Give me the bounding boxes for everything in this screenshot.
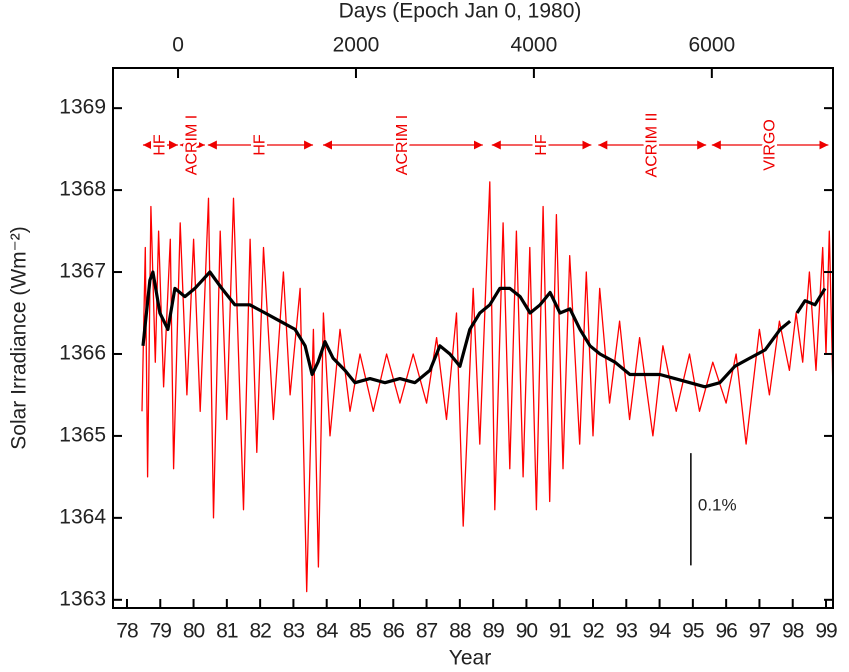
y-tick-label: 1368 (59, 178, 106, 201)
y-tick-label: 1369 (59, 96, 106, 119)
x2-tick-label: 6000 (688, 34, 735, 57)
x-tick-label: 92 (582, 620, 604, 643)
segment-label: ACRIM II (643, 113, 660, 178)
y-tick-label: 1366 (59, 342, 106, 365)
y-tick-label: 1367 (59, 260, 106, 283)
x-tick-label: 81 (216, 620, 238, 643)
x-tick-label: 98 (782, 620, 804, 643)
plot-area (141, 181, 833, 593)
x-tick-label: 87 (416, 620, 438, 643)
x-tick-label: 85 (349, 620, 371, 643)
y-tick-label: 1363 (59, 587, 106, 610)
x-tick-label: 79 (150, 620, 172, 643)
segment-label: VIRGO (761, 119, 778, 171)
y-tick-label: 1364 (59, 505, 106, 528)
scale-bar-label: 0.1% (698, 496, 737, 515)
chart-title: Days (Epoch Jan 0, 1980) (339, 0, 582, 23)
x2-tick-label: 0 (172, 34, 184, 57)
overlay: 1363 1364 1365 1366 1367 1368 1369 78 79 80 81 82 83… (59, 34, 838, 643)
x-tick-label: 78 (116, 620, 138, 643)
x-tick-label: 84 (316, 620, 339, 643)
x-tick-label: 89 (482, 620, 504, 643)
series-line (141, 181, 833, 593)
x-tick-label: 97 (749, 620, 771, 643)
x-tick-label: 88 (449, 620, 471, 643)
x-tick-label: 86 (383, 620, 405, 643)
y-tick-label: 1365 (59, 423, 106, 446)
x-tick-label: 93 (616, 620, 638, 643)
segment-label: HF (252, 134, 269, 156)
x-tick-label: 94 (649, 620, 672, 643)
x-tick-label: 91 (549, 620, 571, 643)
x-tick-label: 90 (516, 620, 538, 643)
segment-label: ACRIM I (394, 115, 411, 175)
x-tick-label: 83 (283, 620, 305, 643)
x2-tick-label: 2000 (333, 34, 380, 57)
segment-label: ACRIM I (184, 115, 201, 175)
x-axis-title: Year (449, 647, 491, 670)
x-tick-label: 82 (249, 620, 271, 643)
x-tick-label: 99 (815, 620, 837, 643)
plot-frame (112, 67, 834, 609)
x-tick-label: 96 (715, 620, 737, 643)
x2-tick-label: 4000 (511, 34, 558, 57)
segment-label: HF (152, 134, 169, 156)
x-tick-label: 95 (682, 620, 704, 643)
y-axis-title: Solar Irradiance (Wm⁻²) (8, 226, 31, 449)
series-line (141, 270, 827, 389)
x-tick-label: 80 (183, 620, 205, 643)
segment-label: HF (533, 134, 550, 156)
